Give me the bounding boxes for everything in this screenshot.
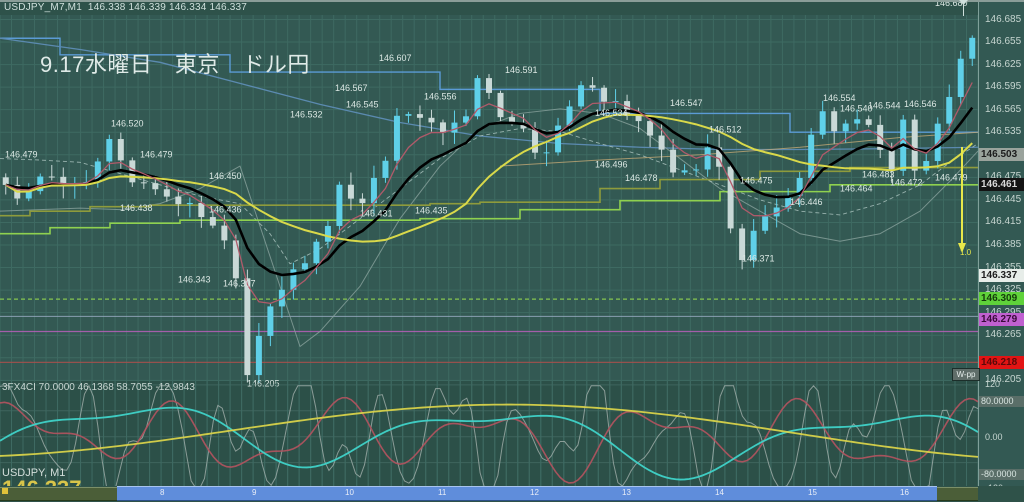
svg-text:1.0: 1.0 (960, 248, 972, 257)
